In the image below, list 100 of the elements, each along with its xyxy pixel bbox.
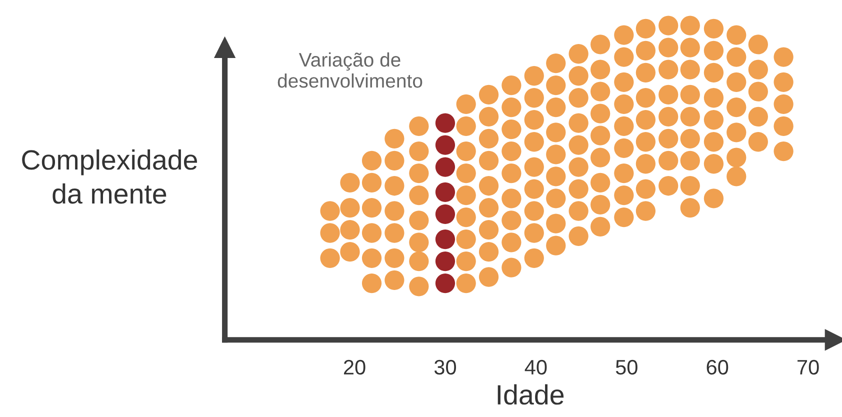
point [658,150,678,171]
point [568,135,588,155]
point [478,267,499,287]
x-tick-label: 40 [524,360,547,375]
point [435,229,456,250]
point [384,128,404,149]
point [524,110,544,130]
point [748,34,768,54]
point [748,60,768,80]
point [614,25,634,45]
point [614,72,634,92]
point [774,47,794,67]
point [502,97,522,118]
point [590,126,610,146]
point [409,185,429,206]
point [502,258,522,278]
point [546,97,566,118]
point [726,47,746,67]
point [362,273,382,294]
point [409,276,429,296]
point [409,116,429,136]
point [435,182,456,202]
point [409,210,429,230]
point [680,16,700,36]
point [590,172,610,193]
point [435,251,456,272]
point [478,176,499,196]
point [774,116,794,136]
point [590,60,610,80]
point [435,113,456,133]
point [726,72,746,92]
point [658,176,678,196]
point [590,194,610,215]
point [658,60,678,80]
point [568,66,588,86]
point [435,273,456,294]
point [726,166,746,186]
point [590,34,610,54]
point [636,154,656,174]
point [568,113,588,133]
point [568,44,588,64]
point [502,141,522,162]
point [409,141,429,162]
point [636,132,656,152]
point [524,132,544,152]
point [546,144,566,164]
point [340,198,360,218]
point [658,106,678,127]
point [384,176,404,196]
point [456,229,476,250]
point [568,88,588,108]
point [502,210,522,230]
point [478,128,499,149]
point [478,84,499,105]
x-axis-title: Idade [498,384,564,405]
point [704,18,724,39]
point [636,179,656,199]
point [636,40,656,61]
point [546,188,566,208]
point [384,201,404,221]
x-tick-label: 70 [798,360,819,375]
point [726,25,746,45]
point [774,141,794,162]
point [704,88,724,108]
point [658,38,678,58]
point [502,119,522,140]
point [524,179,544,199]
point [658,128,678,149]
point [680,106,700,127]
point [748,132,768,152]
point [546,166,566,186]
point [384,223,404,243]
point [704,62,724,83]
point [568,201,588,221]
point [456,273,476,294]
point [636,110,656,130]
point [340,220,360,240]
point [524,223,544,243]
point [568,179,588,199]
point [568,157,588,177]
point [362,150,382,171]
point [340,172,360,193]
point [478,150,499,171]
point [704,110,724,130]
point [704,154,724,174]
point [704,188,724,208]
point [590,216,610,237]
point [456,207,476,228]
point [478,198,499,218]
point [614,47,634,67]
point [546,214,566,234]
point [546,122,566,142]
point [636,62,656,83]
y-axis-title: Complexidade da mente [22,149,198,204]
point [409,251,429,272]
point [590,82,610,102]
x-tick-label: 60 [706,360,728,375]
point [362,223,382,243]
point [456,141,476,162]
point [435,157,456,177]
